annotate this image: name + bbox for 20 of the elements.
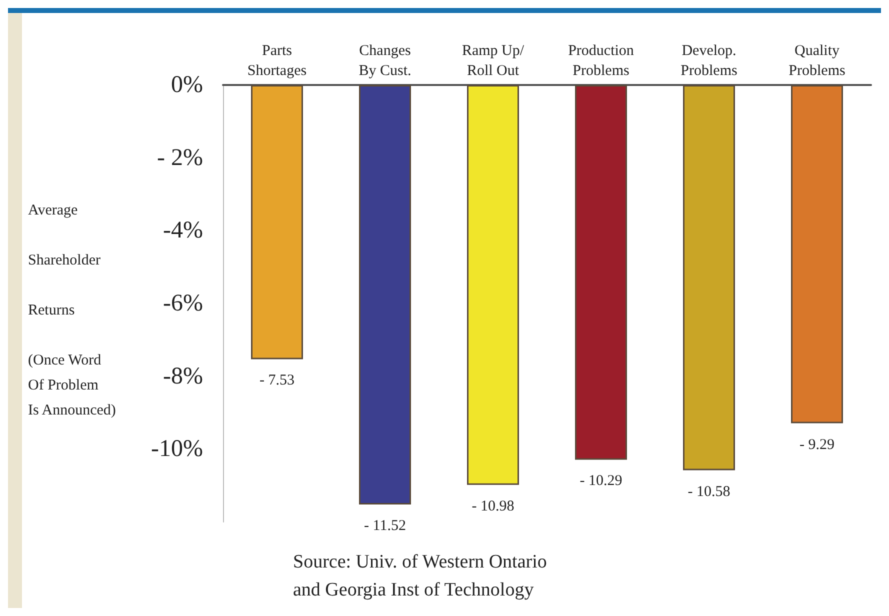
- y-tick-label: -8%: [163, 363, 204, 390]
- data-label: - 11.52: [364, 518, 406, 534]
- x-tick-label: Quality Problems: [788, 43, 846, 79]
- x-tick-label: Production Problems: [568, 43, 634, 79]
- y-tick-label: -4%: [163, 218, 204, 244]
- source-note: Source: Univ. of Western Ontario and Georgia Inst of Technology: [293, 552, 547, 600]
- data-label: - 10.29: [580, 473, 622, 490]
- x-tick-label: Changes By Cust.: [358, 43, 412, 79]
- data-label: - 10.58: [688, 484, 730, 500]
- data-label: - 9.29: [800, 436, 834, 453]
- data-label: - 7.53: [260, 372, 294, 389]
- x-tick-label: Parts Shortages: [247, 43, 307, 79]
- y-tick-label: -6%: [163, 290, 204, 316]
- text: Average Shareholder Returns (Once Word Of Problem Is Announced): [28, 202, 116, 418]
- x-tick-label: Develop. Problems: [680, 43, 738, 79]
- y-tick-label: -10%: [151, 436, 204, 462]
- y-tick-label: 0%: [171, 72, 203, 98]
- x-tick-label: Ramp Up/ Roll Out: [462, 43, 525, 79]
- y-tick-label: - 2%: [157, 144, 204, 171]
- data-label: - 10.98: [472, 498, 514, 514]
